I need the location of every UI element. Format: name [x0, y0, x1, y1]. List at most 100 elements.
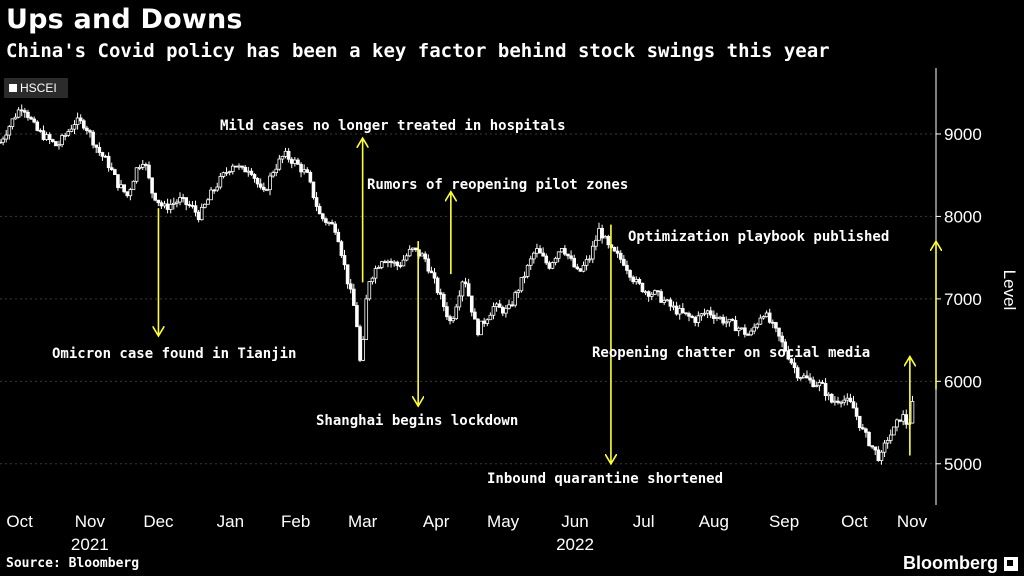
candle-body [789, 358, 794, 364]
candle-body [786, 350, 791, 360]
candle-body [410, 247, 415, 250]
candle-body [423, 253, 428, 260]
x-tick-label: Jul [633, 512, 655, 531]
candle-body [888, 434, 893, 441]
candle-body [10, 118, 15, 127]
chart-title: Ups and Downs [6, 4, 243, 35]
annotation-label: Mild cases no longer treated in hospital… [220, 118, 566, 134]
candle-body [910, 401, 915, 424]
annotation-label: Optimization playbook published [628, 229, 889, 245]
candle-body [724, 321, 729, 324]
candle-body [203, 203, 207, 208]
candle-body [0, 141, 2, 144]
candle-body [892, 426, 896, 436]
candle-body [829, 393, 834, 403]
candle-body [541, 252, 545, 257]
candle-body [373, 268, 378, 279]
candle-body [342, 255, 347, 266]
candle-body [594, 239, 598, 247]
candle-body [730, 318, 735, 321]
candle-body [106, 155, 111, 169]
candle-body [643, 291, 648, 294]
candle-body [628, 269, 632, 278]
candle-body [262, 186, 266, 191]
candle-body [473, 311, 477, 320]
candle-body [879, 451, 884, 461]
candle-body [460, 281, 465, 297]
candle-body [811, 379, 815, 388]
candle-body [311, 181, 316, 199]
candle-body [513, 292, 518, 306]
candle-body [870, 445, 874, 448]
candle-body [78, 117, 83, 122]
candle-body [715, 317, 719, 319]
candle-body [206, 199, 210, 205]
candle-body [57, 144, 61, 147]
candle-body [196, 211, 201, 221]
candle-body [137, 166, 142, 169]
candle-body [302, 169, 306, 173]
candle-body [500, 306, 505, 314]
candle-body [861, 427, 865, 430]
candle-body [597, 227, 601, 241]
candle-body [463, 281, 468, 285]
candle-body [677, 308, 682, 315]
candle-body [864, 428, 868, 433]
candle-body [705, 310, 710, 314]
candle-body [805, 375, 809, 379]
candle-body [240, 165, 244, 168]
x-tick-label: Jun [561, 512, 588, 531]
candle-body [727, 318, 732, 323]
candle-body [320, 213, 325, 220]
candle-body [684, 312, 688, 315]
candle-body [23, 110, 27, 113]
candle-body [252, 174, 257, 179]
candle-body [429, 270, 434, 274]
candle-body [826, 393, 831, 397]
candle-body [314, 197, 319, 207]
candle-body [702, 312, 707, 315]
x-tick-label: May [487, 512, 520, 531]
candle-body [448, 316, 452, 322]
candle-body [845, 397, 850, 401]
candle-body [904, 414, 909, 425]
x-tick-label: Oct [841, 512, 868, 531]
candle-body [640, 282, 645, 293]
candle-body [600, 227, 604, 239]
candle-body [386, 260, 390, 263]
candle-body [622, 258, 626, 266]
candle-body [438, 292, 443, 295]
annotation-label: Shanghai begins lockdown [316, 413, 518, 429]
candle-body [681, 308, 685, 314]
candle-body [379, 261, 384, 268]
candle-body [867, 431, 871, 447]
candle-body [631, 276, 635, 283]
candle-body [485, 319, 490, 324]
x-tick-label: Mar [348, 512, 378, 531]
candle-body [721, 316, 725, 324]
candle-body [687, 313, 691, 317]
candle-body [352, 288, 356, 306]
candle-body [230, 165, 235, 172]
candle-body [150, 177, 154, 194]
candle-body [333, 223, 337, 233]
candle-body [370, 277, 375, 283]
candle-body [749, 330, 753, 336]
candle-body [671, 305, 676, 308]
candle-body [50, 139, 55, 142]
candle-body [854, 407, 859, 417]
candle-body [668, 299, 673, 307]
candle-body [659, 291, 663, 303]
candle-body [662, 299, 666, 303]
candle-body [168, 204, 173, 210]
candle-body [144, 163, 148, 166]
legend: HSCEI [4, 78, 68, 98]
candle-body [345, 264, 350, 285]
candle-body [249, 170, 254, 175]
candle-body [283, 150, 288, 157]
candle-body [743, 327, 747, 335]
candle-body [165, 203, 170, 210]
candle-body [510, 304, 514, 307]
candle-body [550, 262, 555, 269]
candle-body [665, 299, 670, 302]
